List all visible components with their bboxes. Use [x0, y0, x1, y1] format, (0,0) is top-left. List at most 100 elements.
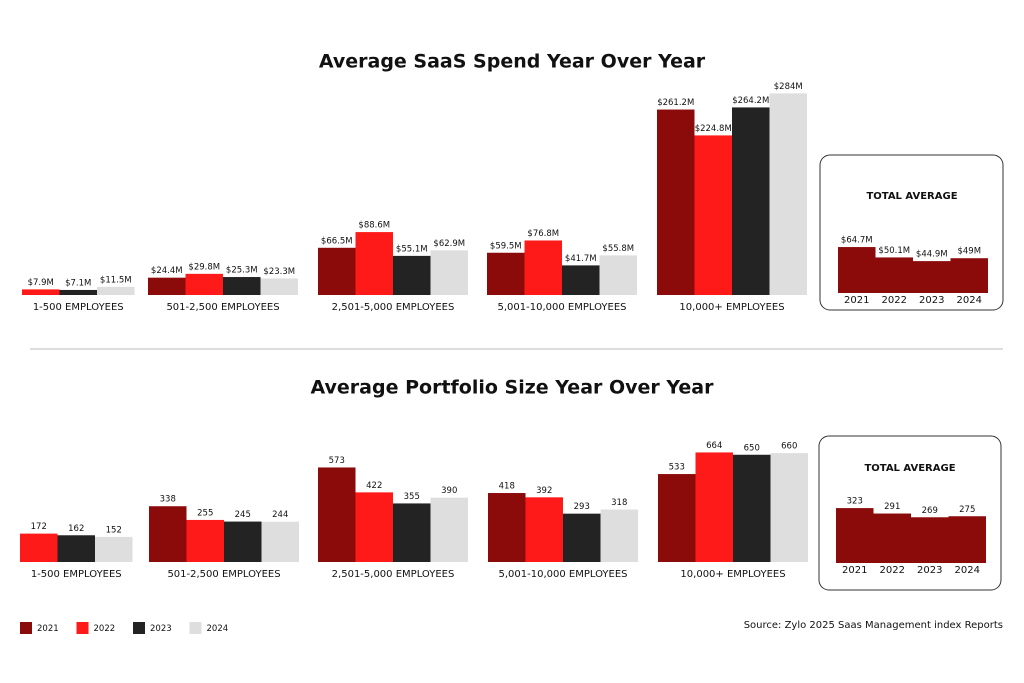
value-label: 573	[329, 456, 345, 466]
bar	[911, 517, 949, 563]
bar	[658, 474, 696, 562]
value-label: $88.6M	[358, 221, 390, 231]
bar	[770, 453, 808, 562]
value-label: $44.9M	[916, 250, 948, 260]
legend-swatch	[133, 622, 145, 634]
value-label: $284M	[774, 82, 803, 92]
bar	[224, 521, 262, 562]
bar	[948, 516, 986, 563]
bar	[149, 506, 187, 562]
chart-title: Average SaaS Spend Year Over Year	[319, 51, 706, 73]
value-label: $29.8M	[188, 262, 220, 272]
bar	[733, 454, 771, 562]
category-label: 2,501-5,000 EMPLOYEES	[332, 569, 455, 580]
value-label: 255	[197, 508, 213, 518]
value-label: 244	[272, 510, 288, 520]
bar	[600, 509, 638, 562]
value-label: 418	[499, 482, 515, 492]
total-box	[818, 435, 1002, 591]
legend-label: 2024	[207, 624, 229, 634]
value-label: 291	[884, 502, 900, 512]
value-label: $55.8M	[602, 244, 634, 254]
year-label: 2024	[957, 295, 982, 306]
category-label: 10,000+ EMPLOYEES	[679, 302, 784, 313]
year-label: 2021	[844, 295, 869, 306]
value-label: 172	[31, 522, 47, 532]
value-label: 422	[366, 481, 382, 491]
year-label: 2023	[917, 565, 942, 576]
bar	[563, 513, 601, 562]
bar	[185, 273, 223, 295]
box-title: TOTAL AVERAGE	[866, 191, 957, 202]
bar	[97, 286, 135, 295]
value-label: 664	[706, 441, 722, 451]
bar	[430, 497, 468, 562]
value-label: 392	[536, 486, 552, 496]
bar	[355, 232, 393, 295]
bar	[913, 261, 951, 293]
bar	[873, 513, 911, 563]
value-label: $49M	[957, 247, 981, 257]
bar	[260, 278, 298, 295]
year-label: 2024	[955, 565, 980, 576]
bar	[59, 289, 97, 295]
legend-swatch	[189, 622, 202, 634]
value-label: 660	[781, 442, 797, 452]
bar	[148, 277, 186, 295]
value-label: $23.3M	[263, 267, 295, 277]
value-label: $64.7M	[841, 236, 873, 246]
value-label: 323	[847, 497, 863, 507]
value-label: 245	[235, 510, 251, 520]
category-label: 501-2,500 EMPLOYEES	[166, 302, 279, 313]
category-label: 2,501-5,000 EMPLOYEES	[332, 302, 455, 313]
bar	[694, 135, 732, 295]
bar	[769, 93, 807, 295]
bar	[487, 252, 525, 295]
category-label: 1-500 EMPLOYEES	[33, 302, 124, 313]
bar	[22, 289, 60, 295]
value-label: $7.9M	[28, 278, 54, 288]
year-label: 2023	[919, 295, 944, 306]
bar	[695, 452, 733, 562]
value-label: $55.1M	[396, 244, 428, 254]
bar	[562, 265, 600, 295]
value-label: $24.4M	[151, 266, 183, 276]
year-label: 2022	[880, 565, 905, 576]
value-label: 355	[404, 492, 420, 502]
year-label: 2021	[842, 565, 867, 576]
category-label: 10,000+ EMPLOYEES	[680, 569, 785, 580]
bar	[430, 250, 468, 295]
category-label: 1-500 EMPLOYEES	[31, 569, 122, 580]
total-box	[819, 154, 1004, 311]
value-label: 650	[744, 443, 760, 453]
category-label: 5,001-10,000 EMPLOYEES	[498, 569, 627, 580]
bar	[57, 535, 95, 562]
bar	[836, 508, 874, 563]
bar	[525, 497, 563, 562]
value-label: 269	[922, 506, 938, 516]
value-label: 390	[441, 486, 457, 496]
value-label: 162	[68, 524, 84, 534]
bar	[393, 503, 431, 562]
bar	[488, 493, 526, 562]
value-label: $25.3M	[226, 266, 258, 276]
category-label: 501-2,500 EMPLOYEES	[167, 569, 280, 580]
box-title: TOTAL AVERAGE	[864, 463, 955, 474]
value-label: $50.1M	[878, 246, 910, 256]
value-label: 275	[959, 505, 975, 515]
bar	[838, 247, 876, 293]
bar	[355, 492, 393, 562]
value-label: 293	[574, 502, 590, 512]
year-label: 2022	[882, 295, 907, 306]
bar	[261, 521, 299, 562]
bar	[95, 536, 133, 562]
source: Source: Zylo 2025 Saas Management index …	[744, 620, 1003, 631]
legend-label: 2023	[150, 624, 172, 634]
bar	[657, 109, 695, 295]
legend-label: 2021	[37, 624, 59, 634]
value-label: 338	[160, 495, 176, 505]
bar	[20, 533, 58, 562]
bar	[393, 255, 431, 295]
value-label: 152	[106, 525, 122, 535]
